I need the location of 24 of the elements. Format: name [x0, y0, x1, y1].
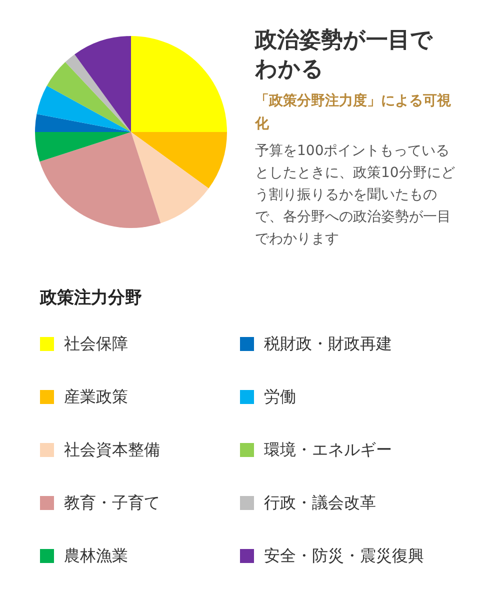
legend-label: 社会保障	[64, 334, 128, 354]
legend-label: 労働	[264, 386, 296, 408]
legend-label: 安全・防災・震災復興	[264, 546, 424, 566]
pie-slice	[65, 54, 131, 132]
legend-label: 産業政策	[64, 386, 128, 408]
text: 予算を100ポイントもっているとしたときに、政策10分野にどう割り振りるかを聞いたもので、各分野への政治姿勢が一目でわかります	[255, 142, 455, 249]
pie-slice	[131, 132, 227, 188]
legend-label: 環境・エネルギー	[264, 440, 392, 460]
pie-slice	[36, 86, 131, 132]
pie-slice	[46, 62, 131, 132]
legend-title: 政策注力分野	[40, 287, 143, 309]
pie-slice	[40, 132, 161, 228]
pie-slice	[131, 36, 227, 132]
legend-label: 行政・議会改革	[264, 492, 376, 514]
pie-slice	[74, 36, 131, 132]
text: 「政策分野注力度」による可視化	[255, 92, 452, 134]
legend-label: 教育・子育て	[64, 492, 160, 514]
chart-title: 政治姿勢が一目でわかる	[255, 27, 434, 84]
legend-label: 税財政・財政再建	[264, 334, 392, 354]
pie-slice	[35, 114, 131, 132]
legend-label: 農林漁業	[64, 546, 128, 566]
pie-slice	[35, 132, 131, 162]
pie-slice	[131, 132, 209, 224]
legend-label: 社会資本整備	[64, 440, 160, 460]
